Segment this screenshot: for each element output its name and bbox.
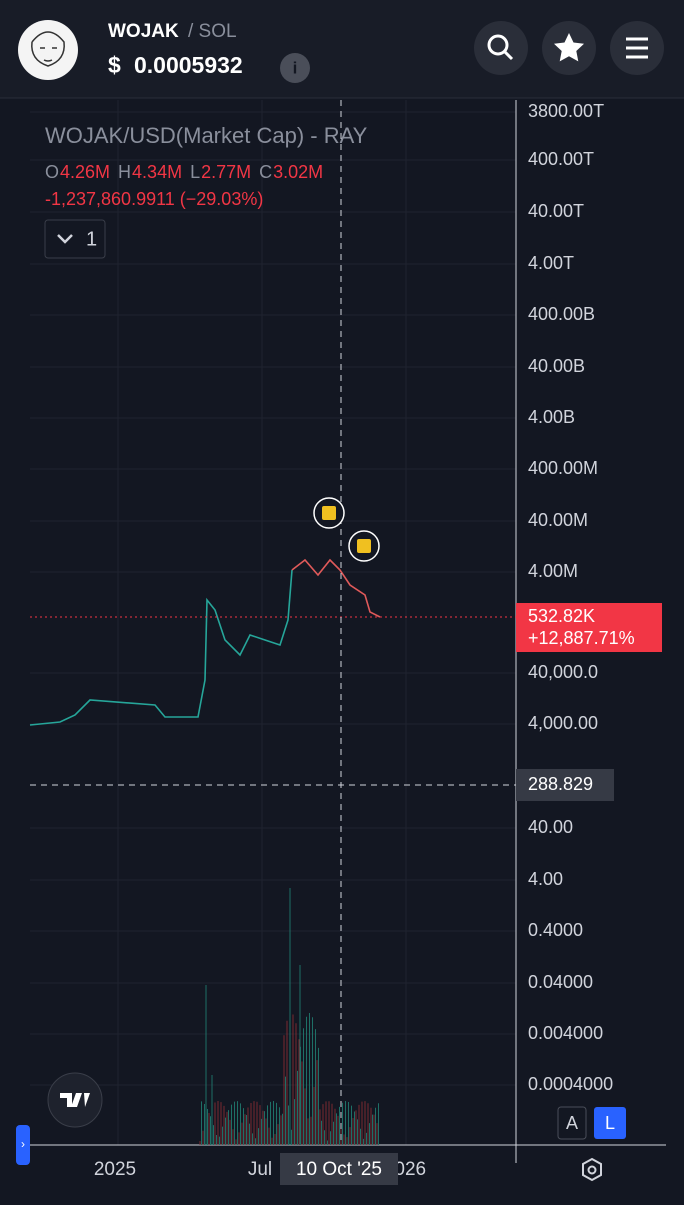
ohlc-key: O <box>45 162 59 182</box>
logo-glyph <box>60 1093 90 1107</box>
ohlc-value: 3.02M <box>273 162 323 182</box>
y-axis-label: 3800.00T <box>528 101 604 121</box>
y-axis-label: 400.00B <box>528 304 595 324</box>
last-price-badge <box>516 603 662 652</box>
star-icon <box>554 33 584 62</box>
y-axis-label: 0.04000 <box>528 972 593 992</box>
y-axis-label: 40.00B <box>528 356 585 376</box>
ohlc-value: 4.26M <box>60 162 110 182</box>
info-button[interactable] <box>280 53 310 83</box>
crosshair-date: 10 Oct '25 <box>296 1159 382 1180</box>
change: -1,237,860.9911 (−29.03%) <box>45 189 263 209</box>
y-axis-label: 400.00T <box>528 149 594 169</box>
log-scale-label: L <box>605 1113 615 1133</box>
chart-title: WOJAK/USD(Market Cap) - RAY <box>45 123 368 148</box>
auto-scale-button[interactable] <box>557 1106 587 1140</box>
y-axis-label: 40.00 <box>528 817 573 837</box>
avatar-face <box>31 31 65 67</box>
y-axis-label: 4.00B <box>528 407 575 427</box>
settings-icon <box>587 1165 597 1175</box>
plot: 3800.00T 400.00T 40.00T 4.00T 400.00B 40.00B 4… <box>29 100 666 1185</box>
ohlc-key: L <box>190 162 200 182</box>
menu-icon <box>626 37 648 59</box>
last-change: +12,887.71% <box>528 628 635 648</box>
price: 0.0005932 <box>134 52 243 78</box>
avatar[interactable] <box>18 20 78 80</box>
log-scale-button[interactable] <box>594 1107 626 1139</box>
ohlc-key: H <box>118 162 131 182</box>
ohlc-value: 4.34M <box>132 162 182 182</box>
y-axis-label: 0.0004000 <box>528 1074 613 1094</box>
x-axis-label: Jul <box>248 1159 272 1180</box>
crosshair-date-badge <box>280 1153 398 1185</box>
event-icon-glyph <box>357 539 371 553</box>
y-axis-label: 4,000.00 <box>528 713 598 733</box>
search-button[interactable] <box>474 21 528 75</box>
pair: / SOL <box>188 21 237 42</box>
side-tab-arrow: › <box>21 1137 25 1151</box>
price-line <box>29 569 293 726</box>
y-axis-label: 40,000.0 <box>528 662 598 682</box>
y-axis-label: 4.00 <box>528 869 563 889</box>
y-axis-label: 40.00T <box>528 201 584 221</box>
crosshair-value-badge <box>516 769 614 801</box>
event-icon-glyph <box>322 506 336 520</box>
info-icon: i <box>293 58 298 77</box>
search-icon <box>503 50 514 61</box>
y-axis-label: 4.00T <box>528 253 574 273</box>
side-tab[interactable] <box>16 1125 30 1165</box>
y-axis-label: 400.00M <box>528 458 598 478</box>
search-icon <box>487 34 509 56</box>
last-price: 532.82K <box>528 606 595 626</box>
collapse-button[interactable] <box>44 219 106 259</box>
symbol: WOJAK <box>108 21 179 42</box>
currency: $ <box>108 52 121 78</box>
ohlc-value: 2.77M <box>201 162 251 182</box>
price-line <box>291 558 381 618</box>
x-axis-label: 2025 <box>94 1159 136 1180</box>
crosshair-value: 288.829 <box>528 774 593 794</box>
ohlc-legend: O 4.26M H 4.34M L 2.77M C 3.02M <box>45 162 323 182</box>
ohlc-key: C <box>259 162 272 182</box>
interval: 1 <box>86 228 97 250</box>
chevron <box>57 234 73 244</box>
auto-scale-label: A <box>566 1113 578 1133</box>
y-axis-label: 4.00M <box>528 561 578 581</box>
settings-icon[interactable] <box>582 1157 602 1182</box>
y-axis-label: 40.00M <box>528 510 588 530</box>
y-axis-label: 0.004000 <box>528 1023 603 1043</box>
y-axis-label: 0.4000 <box>528 920 583 940</box>
